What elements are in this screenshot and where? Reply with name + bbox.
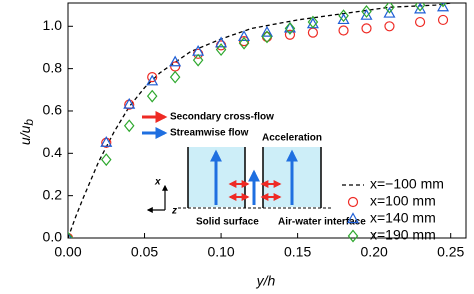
y-tick-label: 0.4: [43, 144, 63, 160]
legend-label: x=190 mm: [370, 227, 436, 243]
plot-frame: [67, 2, 467, 239]
marker: [123, 97, 136, 109]
marker: [238, 36, 250, 50]
x-tick-label: 0.15: [284, 244, 311, 260]
marker: [215, 36, 228, 48]
y-tick-label: 1.0: [43, 17, 63, 33]
x-tick-label: 0.20: [361, 244, 388, 260]
y-axis-label: u/ub: [17, 119, 36, 145]
legend-label: x=140 mm: [370, 210, 436, 226]
marker: [338, 9, 349, 23]
marker: [414, 16, 426, 28]
legend-label: x=100 mm: [370, 193, 436, 209]
marker: [437, 3, 450, 12]
marker: [146, 74, 159, 86]
y-label-main: u/u: [17, 125, 33, 145]
marker: [215, 43, 227, 57]
y-label-sub: b: [22, 119, 36, 126]
marker: [307, 15, 319, 29]
marker: [284, 21, 296, 35]
marker: [100, 135, 113, 147]
marker: [123, 119, 135, 133]
y-tick-label: 0.2: [43, 186, 63, 202]
inset-diagram: Secondary cross-flow Streamwise flow Acc…: [142, 111, 366, 228]
inset-label: x: [154, 177, 161, 188]
marker: [100, 153, 112, 167]
legend-swatch: [347, 196, 359, 208]
marker: [169, 70, 181, 84]
marker: [437, 14, 449, 26]
marker: [384, 3, 395, 14]
legend-swatch: [347, 229, 359, 243]
x-tick-label: 0.05: [131, 244, 158, 260]
y-tick-label: 0.6: [43, 102, 63, 118]
marker: [307, 27, 319, 38]
y-tick-label: 0.8: [43, 59, 63, 75]
marker: [146, 89, 158, 103]
marker: [68, 231, 72, 238]
marker: [384, 21, 395, 32]
plot-area: [68, 3, 451, 238]
marker: [439, 3, 447, 8]
marker: [192, 53, 204, 67]
inset-label: z: [171, 206, 177, 217]
marker: [68, 231, 74, 238]
marker: [338, 25, 349, 36]
inset-label: Secondary cross-flow: [170, 112, 274, 123]
x-tick-label: 0.00: [54, 244, 81, 260]
x-axis-label: y/h: [256, 273, 276, 289]
inset-label: Acceleration: [262, 133, 322, 144]
marker: [283, 21, 296, 33]
inset-label: Streamwise flow: [170, 128, 249, 139]
marker: [261, 30, 273, 44]
legend-label: x=−100 mm: [370, 176, 444, 192]
x-tick-label: 0.10: [207, 244, 234, 260]
x-tick-label: 0.25: [437, 244, 464, 260]
marker: [238, 30, 251, 41]
marker: [361, 23, 372, 34]
inset-label: Air-water interface: [278, 217, 366, 228]
marker: [383, 6, 396, 18]
marker: [361, 5, 372, 18]
marker: [169, 55, 182, 67]
y-tick-label: 0.0: [43, 229, 63, 245]
inset-label: Solid surface: [196, 217, 259, 228]
marker: [260, 25, 274, 37]
legend-swatch: [346, 212, 360, 224]
marker: [414, 3, 426, 12]
marker: [147, 71, 158, 83]
marker: [238, 36, 250, 47]
marker: [284, 29, 296, 40]
